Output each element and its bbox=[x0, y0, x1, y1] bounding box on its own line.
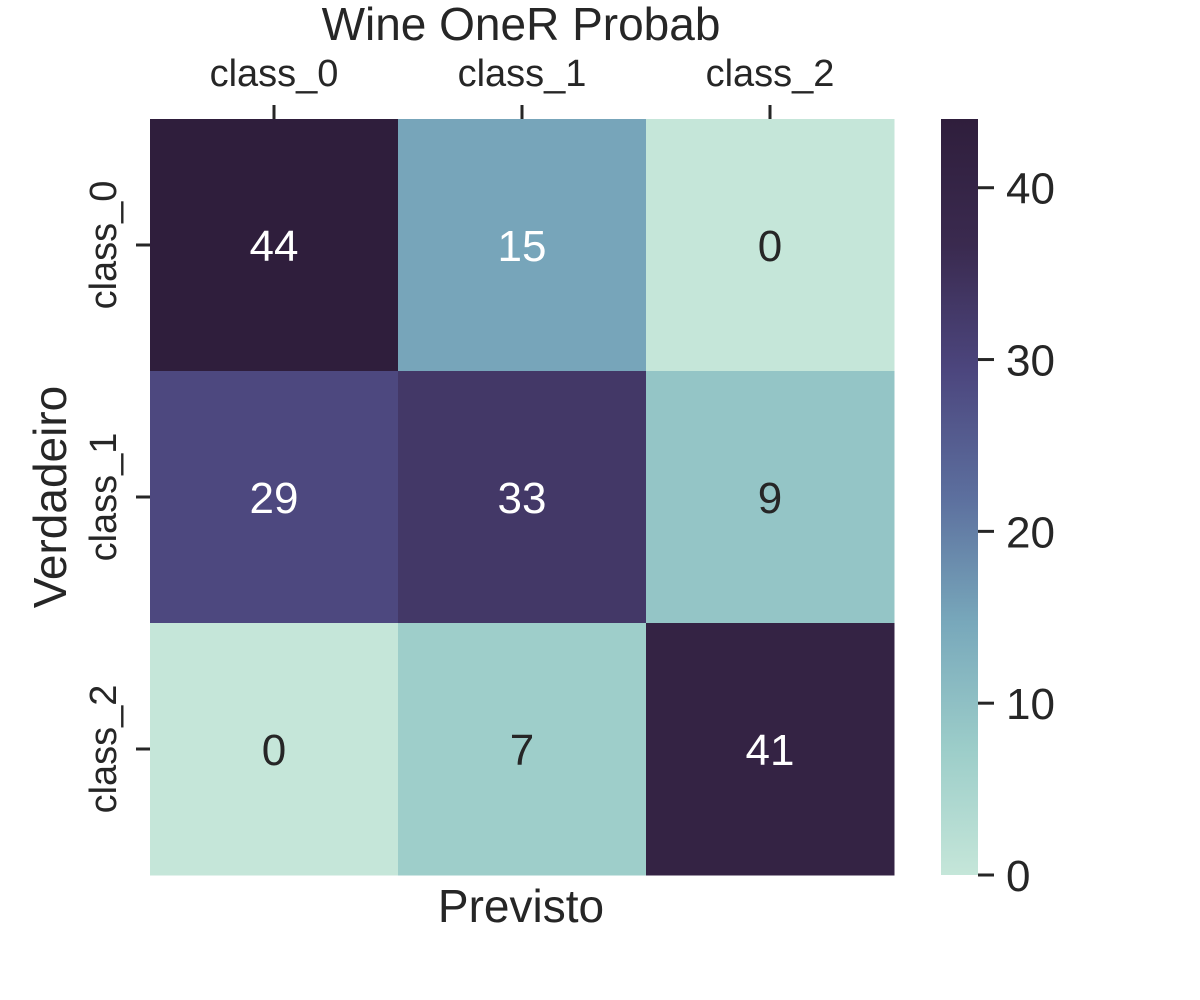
cell-value-label: 15 bbox=[498, 222, 547, 271]
heatmap-cell bbox=[150, 623, 399, 876]
cell-value-label: 9 bbox=[758, 474, 782, 523]
heatmap-cells: 44 15 0 29 33 9 0 7 41 bbox=[150, 119, 895, 876]
cell-value-label: 0 bbox=[758, 222, 782, 271]
colorbar-tick-label: 0 bbox=[1006, 852, 1030, 901]
y-tick-label: class_1 bbox=[83, 433, 125, 562]
cell-value-label: 29 bbox=[250, 474, 299, 523]
cell-value-label: 7 bbox=[510, 726, 534, 775]
x-tick-label: class_1 bbox=[458, 53, 587, 95]
colorbar-tick-label: 10 bbox=[1006, 680, 1055, 729]
heatmap-cell bbox=[398, 371, 647, 624]
colorbar-tick-label: 30 bbox=[1006, 337, 1055, 386]
y-tick-label: class_2 bbox=[83, 685, 125, 814]
heatmap-cell bbox=[398, 119, 647, 372]
cell-value-label: 33 bbox=[498, 474, 547, 523]
heatmap-cell bbox=[646, 371, 895, 624]
heatmap-cell bbox=[398, 623, 647, 876]
chart-title: Wine OneR Probab bbox=[322, 0, 721, 50]
colorbar-gradient bbox=[941, 119, 978, 875]
heatmap-cell bbox=[646, 623, 895, 876]
y-tick-label: class_0 bbox=[83, 181, 125, 310]
colorbar: 0 10 20 30 40 bbox=[941, 119, 1055, 901]
colorbar-tick-label: 20 bbox=[1006, 508, 1055, 557]
cell-value-label: 41 bbox=[746, 726, 795, 775]
x-tick-label: class_0 bbox=[210, 53, 339, 95]
heatmap-cell bbox=[150, 119, 399, 372]
x-axis-ticks: class_0 class_1 class_2 bbox=[210, 53, 835, 119]
colorbar-tick-label: 40 bbox=[1006, 165, 1055, 214]
cell-value-label: 44 bbox=[250, 222, 299, 271]
y-axis-ticks: class_0 class_1 class_2 bbox=[83, 181, 150, 814]
y-axis-label: Verdadeiro bbox=[24, 386, 76, 609]
cell-value-label: 0 bbox=[262, 726, 286, 775]
heatmap-cell bbox=[150, 371, 399, 624]
x-tick-label: class_2 bbox=[706, 53, 835, 95]
heatmap-cell bbox=[646, 119, 895, 372]
x-axis-label: Previsto bbox=[438, 880, 604, 932]
